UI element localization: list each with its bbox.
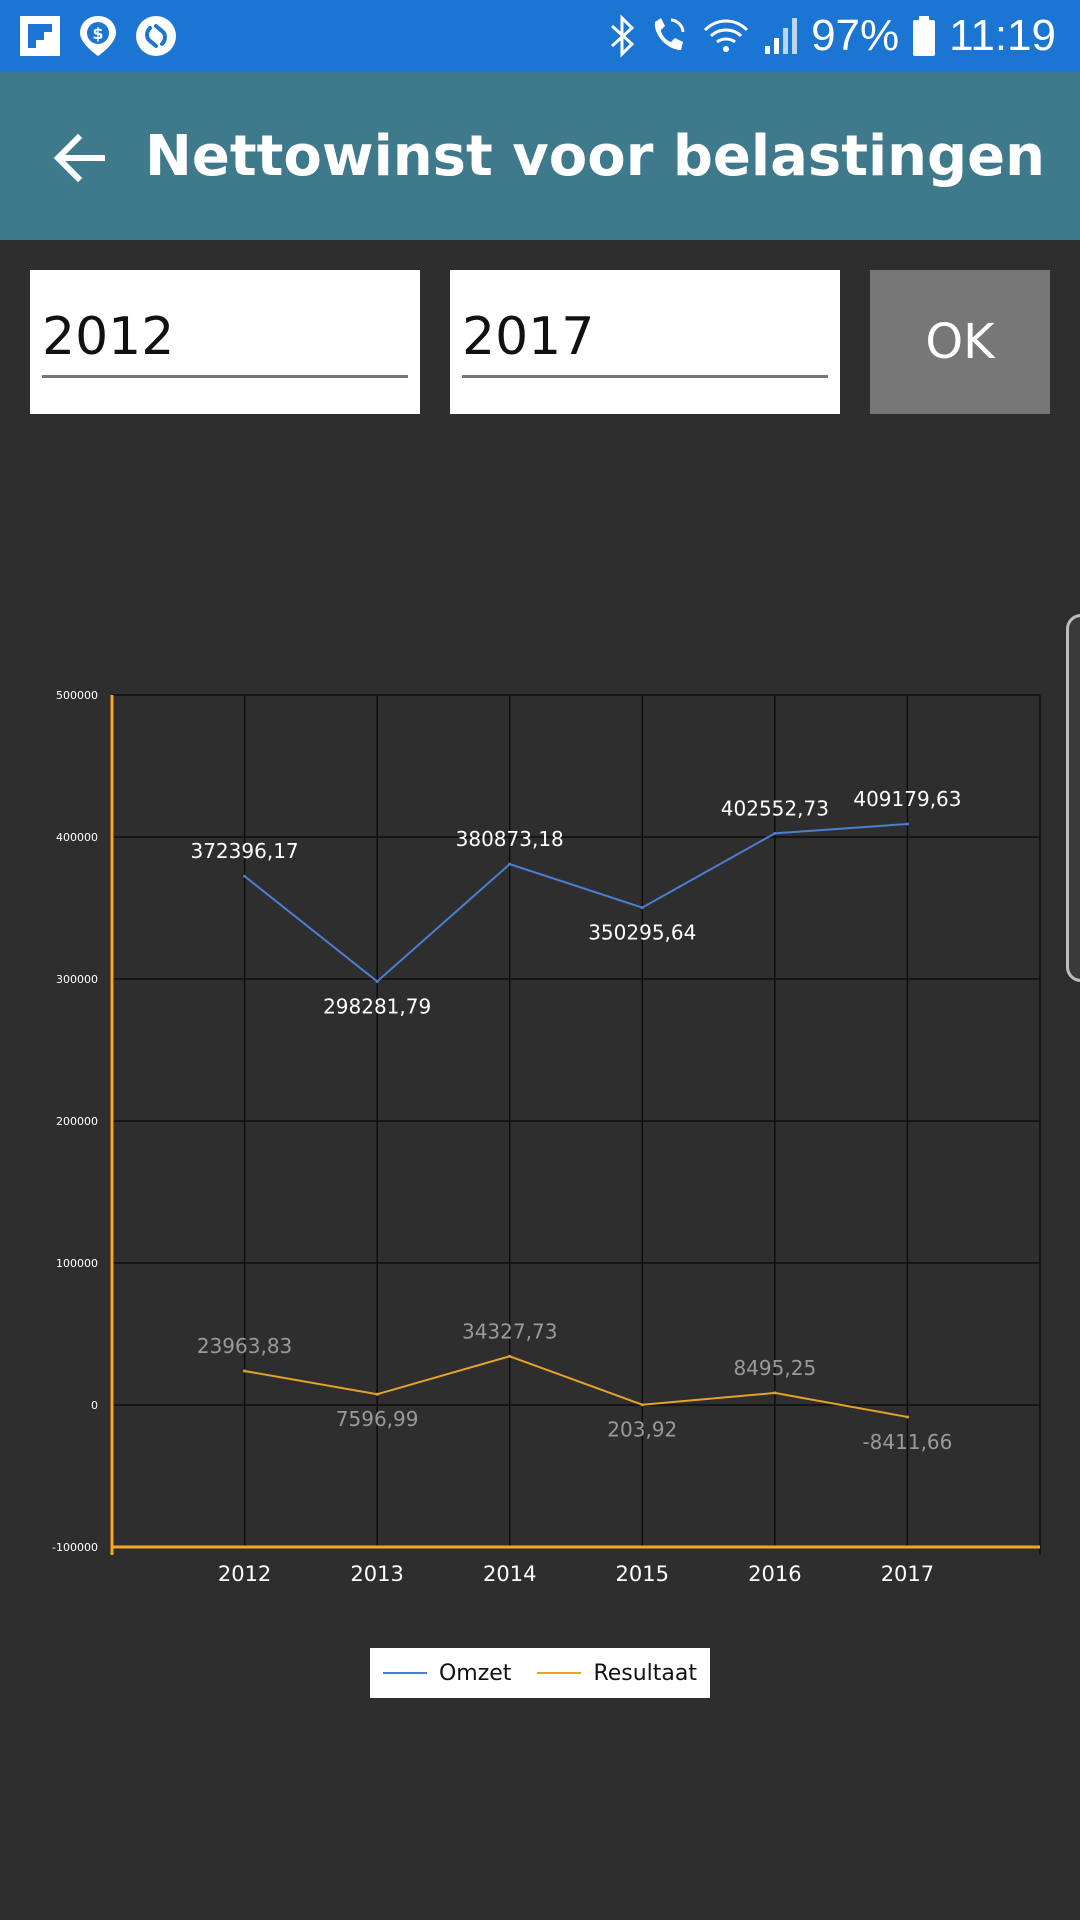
x-tick-label: 2013 xyxy=(350,1562,403,1586)
legend-swatch-omzet xyxy=(382,1672,427,1674)
x-tick-label: 2014 xyxy=(483,1562,536,1586)
end-year-field xyxy=(450,270,840,414)
series-line-resultaat xyxy=(244,1355,908,1418)
data-label: 402552,73 xyxy=(721,796,829,820)
bluetooth-icon xyxy=(611,14,635,58)
shazam-icon xyxy=(136,16,176,56)
data-label: 7596,99 xyxy=(336,1407,419,1431)
legend-item-resultaat: Resultaat xyxy=(537,1661,697,1686)
y-tick-label: 0 xyxy=(91,1399,98,1412)
start-year-input[interactable] xyxy=(42,298,408,378)
battery-percentage: 97% xyxy=(811,11,900,60)
x-tick-label: 2015 xyxy=(616,1562,669,1586)
flipboard-icon xyxy=(20,16,60,56)
battery-icon xyxy=(913,16,936,56)
x-tick-label: 2012 xyxy=(218,1562,271,1586)
legend-swatch-resultaat xyxy=(537,1672,582,1674)
money-pin-icon: $ xyxy=(80,16,116,56)
chart-legend: Omzet Resultaat xyxy=(370,1648,710,1698)
series xyxy=(243,822,909,1419)
page-title: Nettowinst voor belastingen xyxy=(145,123,1045,189)
data-labels: 372396,17 298281,79 380873,18 350295,64 4025… xyxy=(190,787,961,1454)
system-icons: 97% 11:19 xyxy=(607,0,1056,72)
svg-text:$: $ xyxy=(92,24,103,43)
data-point xyxy=(773,1391,777,1395)
data-label: 8495,25 xyxy=(733,1356,816,1380)
data-label: 350295,64 xyxy=(588,921,696,945)
y-tick-label: 200000 xyxy=(56,1115,98,1128)
y-tick-label: -100000 xyxy=(52,1541,98,1554)
series-line-omzet xyxy=(243,822,908,983)
legend-label-resultaat: Resultaat xyxy=(593,1660,698,1686)
data-point xyxy=(640,906,644,910)
data-point xyxy=(375,979,379,983)
legend-item-omzet: Omzet xyxy=(382,1660,512,1686)
ok-button[interactable]: OK xyxy=(870,270,1050,414)
data-point xyxy=(905,822,909,826)
data-point xyxy=(508,862,512,866)
arrow-left-icon xyxy=(53,133,105,183)
data-label: 34327,73 xyxy=(462,1319,557,1343)
y-tick-label: 400000 xyxy=(56,831,98,844)
y-tick-label: 500000 xyxy=(56,689,98,702)
y-tick-label: 100000 xyxy=(56,1257,98,1270)
data-label: -8411,66 xyxy=(862,1430,952,1454)
end-year-input[interactable] xyxy=(462,298,828,378)
x-tick-label: 2017 xyxy=(881,1562,934,1586)
x-tick-label: 2016 xyxy=(748,1562,801,1586)
wifi-icon xyxy=(704,19,749,52)
data-point xyxy=(243,874,247,878)
data-label: 409179,63 xyxy=(853,787,961,811)
data-label: 298281,79 xyxy=(323,994,431,1018)
clock: 11:19 xyxy=(949,11,1056,60)
y-tick-label: 300000 xyxy=(56,973,98,986)
back-button[interactable] xyxy=(40,118,120,198)
start-year-field xyxy=(30,270,420,414)
axes: 500000 400000 300000 200000 100000 0 -100000 20… xyxy=(52,689,1040,1586)
data-point xyxy=(243,1369,247,1373)
data-label: 23963,83 xyxy=(197,1334,292,1358)
data-label: 380873,18 xyxy=(456,827,564,851)
app-bar: Nettowinst voor belastingen xyxy=(0,72,1080,240)
status-bar: $ 97% 11:19 xyxy=(0,0,1080,72)
line-chart: 500000 400000 300000 200000 100000 0 -100000 20… xyxy=(52,689,1041,1586)
wifi-call-icon xyxy=(654,18,685,50)
data-point xyxy=(508,1354,512,1358)
data-point xyxy=(905,1415,909,1419)
data-label: 203,92 xyxy=(607,1418,677,1442)
notification-icons: $ xyxy=(18,14,178,58)
data-point xyxy=(640,1403,644,1407)
signal-icon xyxy=(765,18,798,54)
legend-label-omzet: Omzet xyxy=(438,1660,512,1686)
data-point xyxy=(773,831,777,835)
data-label: 372396,17 xyxy=(190,839,298,863)
data-point xyxy=(375,1392,379,1396)
